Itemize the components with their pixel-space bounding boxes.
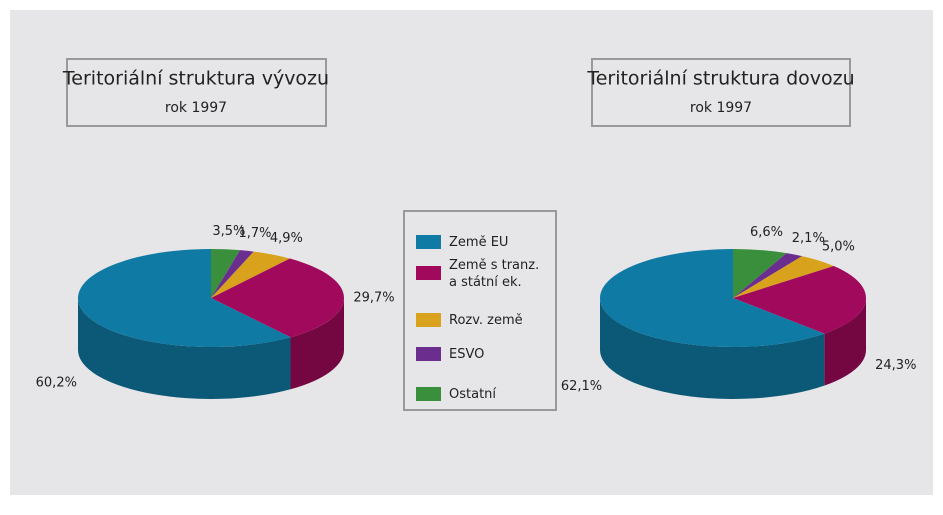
chart-subtitle: rok 1997 (165, 100, 227, 116)
legend-line: Země EU (449, 235, 508, 250)
data-label: 24,3% (875, 358, 916, 373)
data-label: 62,1% (561, 379, 602, 394)
pie-slice (211, 250, 254, 298)
legend-label: Země EU (449, 235, 508, 250)
legend-swatch (416, 387, 441, 401)
data-label: 1,7% (238, 226, 271, 241)
data-label: 4,9% (270, 231, 303, 246)
pie-slice (733, 266, 867, 334)
pie-slice (600, 249, 825, 347)
legend-swatch (416, 347, 441, 361)
legend-line: Rozv. země (449, 313, 523, 328)
legend-swatch (416, 266, 441, 280)
pie-slice (733, 256, 834, 298)
legend-line: a státní ek. (449, 275, 522, 290)
pie-side (600, 298, 825, 399)
legend-line: Ostatní (449, 387, 496, 402)
legend-line: ESVO (449, 347, 484, 362)
legend-swatch (416, 235, 441, 249)
title-box (66, 58, 327, 127)
data-label: 3,5% (212, 224, 245, 239)
pie-slice (78, 249, 291, 347)
pie-side (78, 298, 291, 399)
pie-side (290, 298, 344, 390)
legend-label: ESVO (449, 347, 484, 362)
pie-slice (211, 251, 290, 298)
data-label: 2,1% (792, 231, 825, 246)
data-label: 5,0% (822, 239, 855, 254)
pie-slice (211, 249, 241, 298)
legend-label: Ostatní (449, 387, 496, 402)
legend-label: Země s tranz. a státní ek. (449, 258, 539, 290)
chart-title: Teritoriální struktura dovozu (586, 68, 854, 90)
data-label: 6,6% (750, 225, 783, 240)
legend-swatch (416, 313, 441, 327)
chart-title: Teritoriální struktura vývozu (62, 68, 329, 90)
pie-slice (211, 258, 344, 338)
title-box (591, 58, 851, 127)
chart-subtitle: rok 1997 (690, 100, 752, 116)
legend-line: Země s tranz. (449, 258, 539, 273)
data-label: 60,2% (36, 376, 77, 391)
pie-side (824, 298, 866, 386)
data-label: 29,7% (353, 290, 394, 305)
pie-slice (733, 253, 803, 298)
legend-label: Rozv. země (449, 313, 523, 328)
pie-slice (733, 249, 787, 298)
